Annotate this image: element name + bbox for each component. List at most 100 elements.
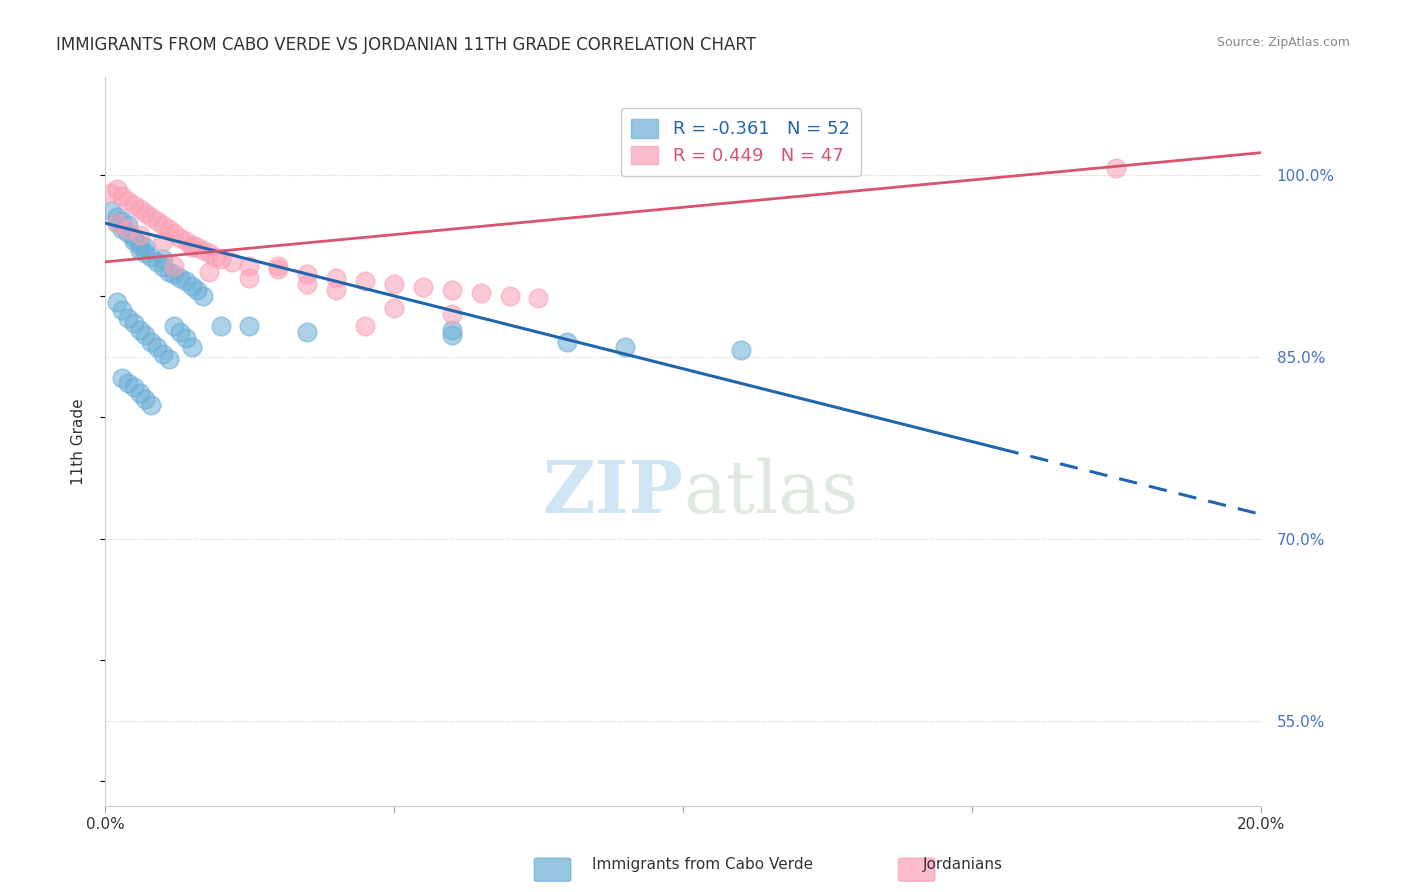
- Point: [128, 202, 150, 216]
- Point: [382, 301, 405, 315]
- Point: [111, 371, 134, 385]
- Point: [111, 303, 134, 318]
- Point: [128, 228, 150, 243]
- Point: [134, 327, 156, 342]
- Point: [122, 234, 145, 248]
- Point: [157, 351, 180, 366]
- Point: [152, 234, 174, 248]
- Point: [146, 340, 169, 354]
- Point: [117, 194, 139, 209]
- Point: [555, 334, 578, 349]
- Point: [111, 189, 134, 203]
- Point: [152, 260, 174, 274]
- Text: Immigrants from Cabo Verde: Immigrants from Cabo Verde: [592, 857, 814, 872]
- Point: [267, 259, 290, 273]
- Point: [169, 230, 191, 244]
- Point: [141, 398, 163, 412]
- Point: [146, 255, 169, 269]
- Point: [122, 230, 145, 244]
- Point: [412, 280, 434, 294]
- Point: [163, 319, 186, 334]
- Point: [152, 219, 174, 233]
- Point: [100, 186, 122, 200]
- Point: [180, 240, 202, 254]
- Point: [180, 238, 202, 252]
- Point: [122, 380, 145, 394]
- Point: [134, 206, 156, 220]
- Point: [614, 340, 637, 354]
- Point: [204, 250, 226, 264]
- Point: [134, 240, 156, 254]
- Point: [267, 262, 290, 277]
- Point: [157, 222, 180, 236]
- Point: [128, 386, 150, 401]
- FancyBboxPatch shape: [534, 858, 571, 881]
- Point: [470, 286, 492, 301]
- Text: ZIP: ZIP: [543, 457, 683, 528]
- Point: [297, 277, 319, 291]
- Point: [128, 243, 150, 257]
- Point: [111, 222, 134, 236]
- Point: [174, 274, 197, 288]
- Point: [141, 250, 163, 264]
- Point: [382, 277, 405, 291]
- Y-axis label: 11th Grade: 11th Grade: [72, 398, 86, 485]
- Point: [117, 219, 139, 233]
- Point: [440, 307, 463, 321]
- Point: [152, 252, 174, 267]
- Point: [134, 246, 156, 260]
- Point: [193, 243, 215, 257]
- FancyBboxPatch shape: [898, 858, 935, 881]
- Point: [730, 343, 752, 358]
- Text: atlas: atlas: [683, 458, 858, 528]
- Point: [325, 270, 347, 285]
- Point: [297, 326, 319, 340]
- Point: [180, 279, 202, 293]
- Point: [117, 226, 139, 240]
- Point: [128, 323, 150, 337]
- Text: Source: ZipAtlas.com: Source: ZipAtlas.com: [1216, 36, 1350, 49]
- Point: [174, 234, 197, 248]
- Point: [174, 331, 197, 345]
- Point: [527, 291, 550, 305]
- Point: [198, 246, 221, 260]
- Point: [117, 376, 139, 391]
- Point: [105, 295, 128, 310]
- Legend: R = -0.361   N = 52, R = 0.449   N = 47: R = -0.361 N = 52, R = 0.449 N = 47: [620, 108, 860, 176]
- Point: [134, 392, 156, 406]
- Point: [141, 210, 163, 224]
- Point: [440, 283, 463, 297]
- Point: [117, 310, 139, 325]
- Point: [193, 289, 215, 303]
- Point: [325, 283, 347, 297]
- Point: [1105, 161, 1128, 176]
- Point: [105, 210, 128, 224]
- Point: [152, 347, 174, 361]
- Point: [180, 340, 202, 354]
- Point: [238, 270, 260, 285]
- Point: [297, 267, 319, 281]
- Text: IMMIGRANTS FROM CABO VERDE VS JORDANIAN 11TH GRADE CORRELATION CHART: IMMIGRANTS FROM CABO VERDE VS JORDANIAN …: [56, 36, 756, 54]
- Point: [128, 238, 150, 252]
- Point: [122, 316, 145, 330]
- Point: [354, 274, 377, 288]
- Point: [169, 326, 191, 340]
- Point: [440, 323, 463, 337]
- Point: [440, 327, 463, 342]
- Point: [198, 265, 221, 279]
- Point: [186, 240, 208, 254]
- Point: [163, 267, 186, 281]
- Point: [105, 216, 128, 230]
- Point: [209, 319, 232, 334]
- Point: [169, 270, 191, 285]
- Point: [111, 213, 134, 227]
- Point: [146, 213, 169, 227]
- Point: [163, 259, 186, 273]
- Point: [105, 182, 128, 196]
- Point: [141, 334, 163, 349]
- Point: [117, 222, 139, 236]
- Text: Jordanians: Jordanians: [924, 857, 1002, 872]
- Point: [498, 289, 520, 303]
- Point: [105, 216, 128, 230]
- Point: [186, 283, 208, 297]
